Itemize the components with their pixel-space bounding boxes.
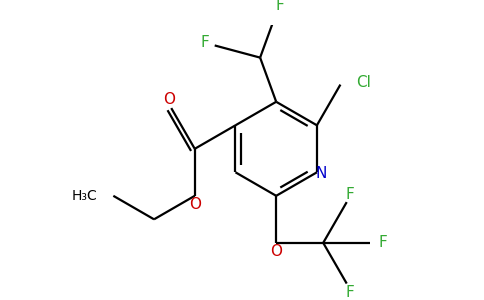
Text: N: N: [316, 166, 327, 181]
Text: Cl: Cl: [357, 75, 371, 90]
Text: O: O: [270, 244, 282, 259]
Text: H₃C: H₃C: [71, 189, 97, 203]
Text: F: F: [346, 187, 354, 202]
Text: O: O: [163, 92, 175, 107]
Text: F: F: [346, 285, 354, 300]
Text: O: O: [189, 197, 201, 212]
Text: F: F: [275, 0, 284, 13]
Text: F: F: [378, 235, 387, 250]
Text: F: F: [201, 34, 210, 50]
